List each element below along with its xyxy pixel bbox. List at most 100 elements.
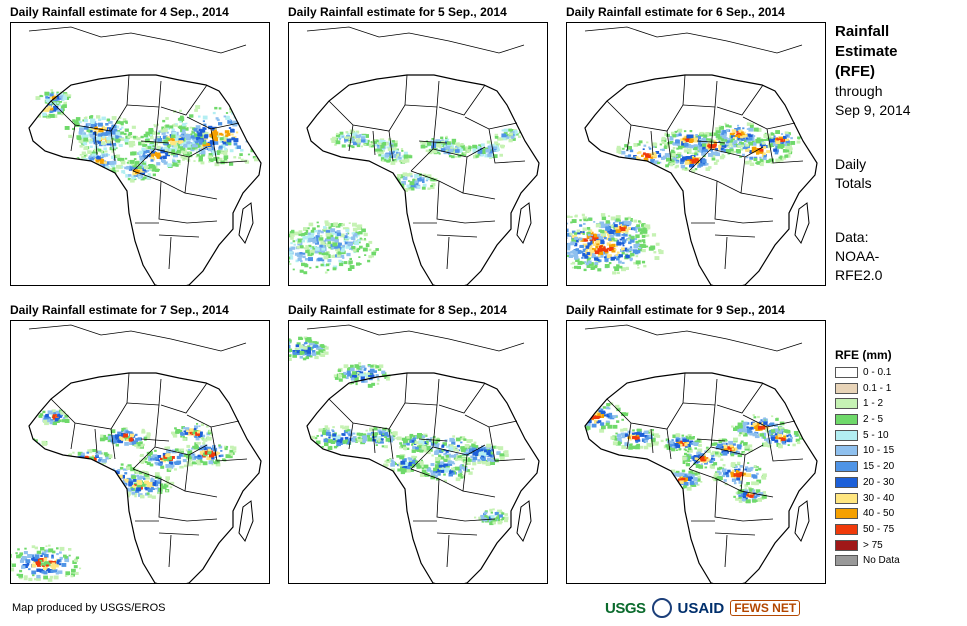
country-border	[666, 428, 672, 460]
country-border	[158, 478, 218, 522]
country-border	[372, 130, 376, 156]
madagascar-outline	[516, 202, 532, 245]
legend-label: 2 - 5	[863, 414, 884, 426]
legend-swatch	[835, 414, 858, 426]
map-title: Daily Rainfall estimate for 7 Sep., 2014	[10, 303, 229, 317]
madagascar-outline	[238, 500, 254, 543]
madagascar-outline	[238, 202, 254, 245]
ocean-rain-band	[289, 336, 509, 526]
map-panel-sep6: Daily Rainfall estimate for 6 Sep., 2014	[566, 5, 826, 286]
europe-coastline	[584, 26, 803, 54]
country-border	[650, 130, 654, 156]
country-border	[110, 428, 116, 460]
rainfall-field	[29, 98, 261, 183]
country-border	[462, 156, 496, 200]
rainfall-field	[330, 128, 522, 192]
country-border	[438, 382, 486, 414]
africa-coastline	[584, 372, 818, 583]
country-border	[210, 426, 248, 462]
through-date: Sep 9, 2014	[835, 102, 911, 118]
rainfall-map	[288, 320, 548, 584]
map-panel-sep9: Daily Rainfall estimate for 9 Sep., 2014	[566, 303, 826, 584]
map-panel-sep8: Daily Rainfall estimate for 8 Sep., 2014	[288, 303, 548, 584]
country-border	[446, 534, 450, 568]
legend-swatch	[835, 523, 858, 535]
country-border	[348, 124, 354, 152]
country-border	[724, 236, 728, 270]
period-label: Daily	[835, 156, 867, 172]
country-border	[436, 532, 478, 536]
country-border	[716, 84, 764, 116]
country-border	[140, 438, 170, 442]
legend-swatch	[835, 445, 858, 457]
country-border	[186, 414, 240, 428]
country-border	[110, 130, 116, 162]
country-border	[626, 124, 632, 152]
rainfall-map	[10, 320, 270, 584]
product-title-line: Rainfall	[835, 23, 890, 40]
legend-swatch	[835, 382, 858, 394]
country-border	[696, 438, 726, 442]
europe-coastline	[306, 26, 525, 54]
legend-label: 40 - 50	[863, 508, 895, 520]
country-border	[168, 236, 172, 270]
country-border	[404, 378, 440, 406]
country-border	[724, 534, 728, 568]
country-border	[606, 74, 686, 132]
map-panel-sep4: Daily Rainfall estimate for 4 Sep., 2014	[10, 5, 270, 286]
country-border	[210, 128, 248, 164]
rainfall-field	[29, 409, 237, 499]
legend-label: 5 - 10	[863, 429, 889, 441]
country-border	[714, 532, 756, 536]
country-border	[160, 382, 208, 414]
legend-swatch	[835, 539, 858, 551]
legend-label: 0.1 - 1	[863, 382, 892, 394]
data-source-label: Data:	[835, 229, 869, 245]
country-border	[418, 438, 448, 442]
through-label: through	[835, 83, 883, 99]
country-border	[436, 180, 496, 224]
legend-swatch	[835, 461, 858, 473]
madagascar-outline	[516, 500, 532, 543]
country-border	[714, 478, 774, 522]
map-info-panel: Rainfall Estimate (RFE) through Sep 9, 2…	[835, 22, 965, 285]
legend-swatch	[835, 398, 858, 410]
map-title: Daily Rainfall estimate for 8 Sep., 2014	[288, 303, 507, 317]
rainfall-field	[585, 400, 804, 504]
country-border	[70, 422, 76, 450]
ocean-rain-band	[11, 544, 82, 582]
country-border	[688, 170, 742, 194]
country-border	[328, 74, 408, 132]
legend-label: 30 - 40	[863, 492, 895, 504]
map-title: Daily Rainfall estimate for 6 Sep., 2014	[566, 5, 785, 19]
period-label: Totals	[835, 175, 872, 191]
country-border	[168, 534, 172, 568]
legend-label: > 75	[863, 539, 883, 551]
rainfall-field	[309, 425, 509, 483]
country-border	[682, 80, 718, 108]
europe-coastline	[584, 324, 803, 352]
rainfall-map	[566, 22, 826, 286]
country-border	[714, 234, 756, 238]
country-border	[404, 80, 440, 108]
country-border	[666, 130, 672, 162]
country-border	[446, 236, 450, 270]
country-border	[160, 84, 208, 116]
country-border	[464, 116, 518, 130]
europe-coastline	[28, 26, 247, 54]
legend-label: 10 - 15	[863, 445, 895, 457]
legend-swatch	[835, 555, 858, 567]
africa-coastline	[306, 372, 540, 583]
map-title: Daily Rainfall estimate for 5 Sep., 2014	[288, 5, 507, 19]
legend-label: No Data	[863, 555, 900, 567]
europe-coastline	[28, 324, 247, 352]
rainfall-map	[288, 22, 548, 286]
country-border	[464, 414, 518, 428]
country-border	[438, 84, 486, 116]
country-border	[436, 478, 496, 522]
country-border	[488, 128, 526, 164]
product-title-line: (RFE)	[835, 63, 875, 80]
country-border	[70, 124, 76, 152]
madagascar-outline	[794, 500, 810, 543]
legend-label: 50 - 75	[863, 523, 895, 535]
